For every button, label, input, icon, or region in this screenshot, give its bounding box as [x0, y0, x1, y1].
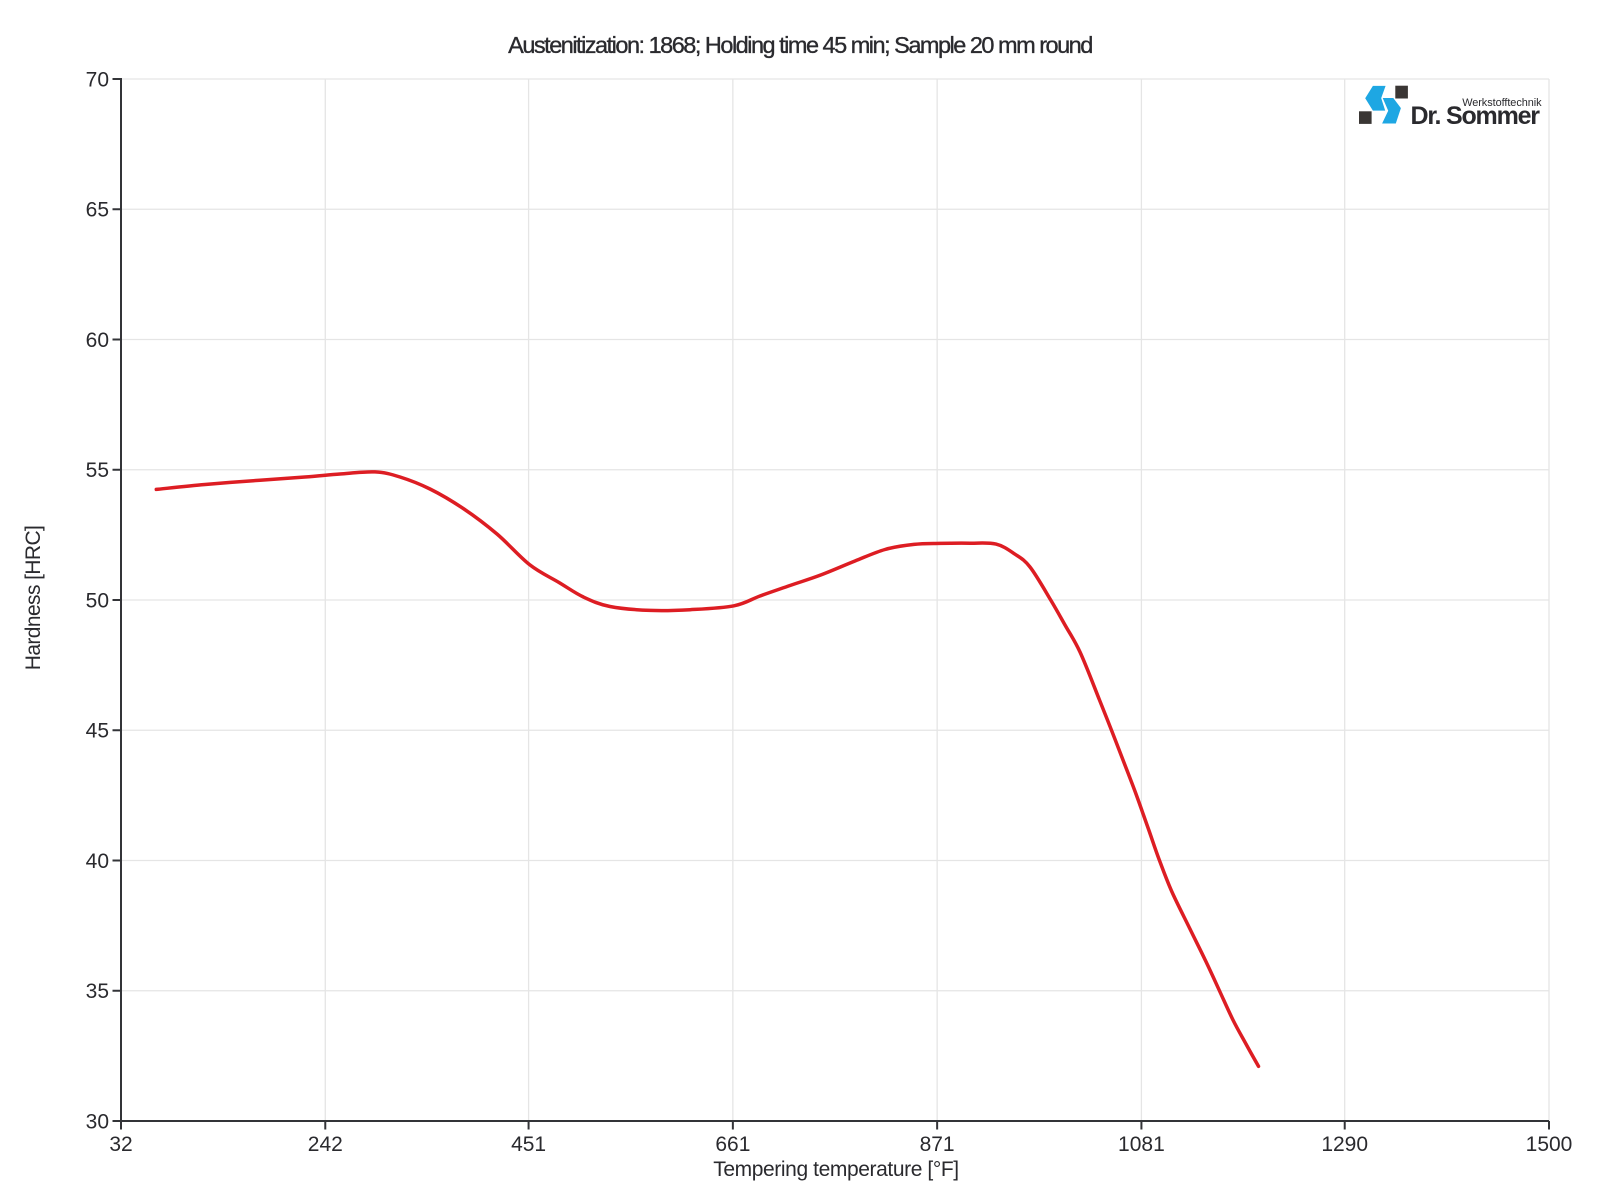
svg-text:1290: 1290 — [1321, 1133, 1368, 1156]
svg-text:242: 242 — [308, 1133, 343, 1156]
svg-text:70: 70 — [86, 68, 109, 91]
svg-text:871: 871 — [920, 1133, 955, 1156]
svg-text:661: 661 — [715, 1133, 750, 1156]
svg-text:55: 55 — [86, 459, 109, 482]
svg-text:1500: 1500 — [1526, 1133, 1573, 1156]
svg-text:451: 451 — [511, 1133, 546, 1156]
svg-text:50: 50 — [86, 589, 109, 612]
svg-text:1081: 1081 — [1118, 1133, 1165, 1156]
svg-text:40: 40 — [86, 850, 109, 873]
svg-text:60: 60 — [86, 329, 109, 352]
svg-text:65: 65 — [86, 199, 109, 222]
svg-text:Hardness [HRC]: Hardness [HRC] — [22, 526, 45, 670]
svg-text:35: 35 — [86, 980, 109, 1003]
svg-text:Tempering temperature [°F]: Tempering temperature [°F] — [713, 1158, 958, 1181]
svg-text:Werkstofftechnik: Werkstofftechnik — [1462, 97, 1542, 109]
svg-text:Austenitization: 1868; Holding: Austenitization: 1868; Holding time 45 m… — [508, 32, 1092, 58]
svg-text:Dr. Sommer: Dr. Sommer — [1411, 102, 1541, 130]
svg-text:45: 45 — [86, 720, 109, 743]
svg-text:32: 32 — [109, 1133, 132, 1156]
svg-text:30: 30 — [86, 1110, 109, 1133]
